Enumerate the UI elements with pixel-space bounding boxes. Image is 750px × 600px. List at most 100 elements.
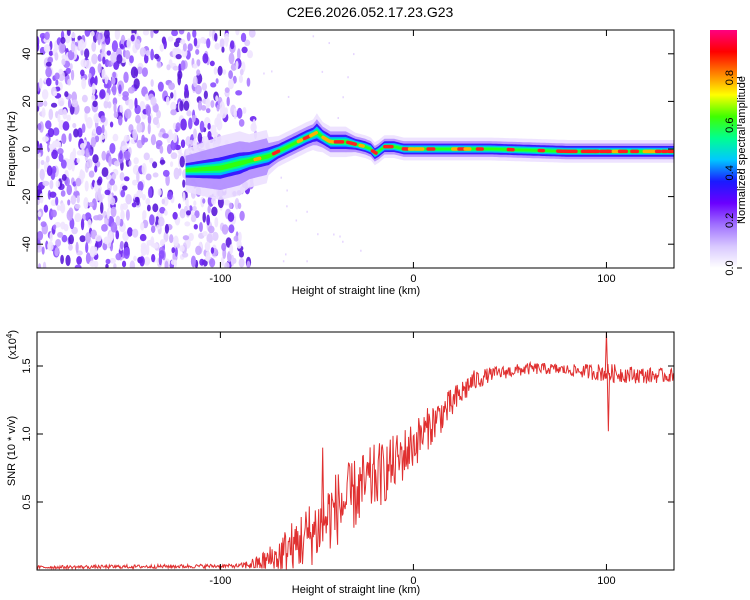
noise-blob bbox=[52, 224, 57, 230]
noise-blob bbox=[150, 48, 155, 61]
noise-speck bbox=[342, 240, 344, 243]
noise-blob bbox=[68, 132, 72, 143]
noise-blob bbox=[84, 212, 92, 222]
noise-blob bbox=[119, 171, 125, 181]
noise-blob bbox=[233, 107, 237, 120]
noise-blob bbox=[151, 253, 156, 263]
noise-blob bbox=[86, 158, 93, 169]
noise-blob bbox=[68, 234, 74, 245]
noise-blob bbox=[173, 41, 180, 48]
noise-blob bbox=[212, 231, 219, 241]
snr-ticks: -100 0 100 0.5 1.0 1.5 bbox=[21, 332, 674, 587]
noise-blob bbox=[122, 185, 128, 191]
noise-blob bbox=[101, 68, 106, 80]
noise-blob bbox=[94, 181, 98, 192]
noise-blob bbox=[150, 134, 157, 146]
noise-blob bbox=[126, 38, 132, 49]
noise-blob bbox=[37, 123, 42, 131]
noise-speck bbox=[347, 76, 349, 79]
noise-blob bbox=[193, 223, 198, 230]
noise-blob bbox=[152, 172, 159, 178]
noise-blob bbox=[113, 111, 119, 119]
noise-blob bbox=[41, 246, 45, 255]
noise-blob bbox=[70, 69, 75, 81]
noise-blob bbox=[49, 191, 57, 198]
noise-blob bbox=[132, 179, 138, 186]
noise-blob bbox=[145, 243, 150, 256]
noise-blob bbox=[57, 147, 64, 155]
noise-blob bbox=[100, 115, 106, 123]
noise-blob bbox=[61, 174, 67, 181]
noise-blob bbox=[179, 245, 185, 252]
noise-blob bbox=[121, 145, 128, 151]
noise-blob bbox=[58, 68, 64, 75]
noise-blob bbox=[200, 105, 207, 111]
noise-blob bbox=[107, 174, 112, 180]
noise-blob bbox=[238, 119, 245, 127]
noise-blob bbox=[232, 75, 237, 84]
noise-blob bbox=[123, 71, 129, 83]
noise-blob bbox=[192, 30, 197, 38]
noise-blob bbox=[47, 189, 52, 200]
noise-blob bbox=[182, 179, 186, 188]
noise-blob bbox=[237, 202, 242, 210]
noise-blob bbox=[152, 116, 159, 126]
noise-blob bbox=[83, 197, 89, 209]
noise-blob bbox=[57, 141, 62, 149]
snr-x-tick-label: 100 bbox=[597, 575, 615, 587]
noise-blob bbox=[140, 244, 147, 256]
noise-blob bbox=[195, 49, 200, 55]
noise-blob bbox=[125, 209, 130, 221]
noise-blob bbox=[90, 30, 95, 37]
noise-blob bbox=[219, 38, 225, 49]
noise-blob bbox=[150, 30, 154, 39]
noise-blob bbox=[62, 121, 70, 131]
noise-blob bbox=[64, 91, 69, 98]
noise-blob bbox=[60, 190, 66, 197]
noise-blob bbox=[157, 81, 164, 92]
noise-blob bbox=[213, 66, 218, 75]
noise-blob bbox=[112, 84, 117, 96]
colorbar-scale bbox=[710, 30, 737, 268]
noise-speck bbox=[342, 96, 344, 99]
noise-blob bbox=[44, 31, 50, 40]
noise-blob bbox=[54, 52, 59, 61]
noise-blob bbox=[37, 244, 43, 253]
noise-blob bbox=[184, 221, 191, 227]
noise-blob bbox=[207, 205, 211, 214]
snr-y-tick-label: 0.5 bbox=[21, 494, 33, 509]
noise-blob bbox=[186, 31, 191, 42]
noise-blob bbox=[195, 245, 202, 256]
noise-blob bbox=[164, 223, 170, 234]
noise-blob bbox=[99, 89, 106, 99]
noise-blob bbox=[205, 107, 211, 114]
noise-blob bbox=[129, 55, 134, 64]
noise-blob bbox=[60, 36, 66, 44]
noise-blob bbox=[142, 210, 147, 220]
noise-blob bbox=[240, 32, 247, 43]
noise-blob bbox=[89, 245, 96, 258]
noise-blob bbox=[247, 50, 254, 59]
noise-blob bbox=[71, 32, 76, 39]
noise-blob bbox=[91, 198, 97, 211]
noise-blob bbox=[206, 38, 211, 49]
noise-blob bbox=[80, 148, 85, 156]
noise-speck bbox=[339, 235, 341, 238]
noise-blob bbox=[221, 46, 225, 53]
noise-blob bbox=[57, 231, 64, 238]
spectrogram-y-tick-label: 20 bbox=[21, 95, 33, 107]
noise-blob bbox=[113, 160, 121, 167]
noise-blob bbox=[215, 78, 219, 84]
noise-blob bbox=[104, 218, 108, 226]
figure-title: C2E6.2026.052.17.23.G23 bbox=[287, 4, 454, 20]
noise-blob bbox=[84, 180, 89, 192]
noise-blob bbox=[164, 260, 169, 268]
noise-blob bbox=[120, 203, 124, 212]
noise-blob bbox=[103, 100, 109, 109]
noise-speck bbox=[328, 42, 331, 45]
spectrogram-y-tick-label: -20 bbox=[21, 189, 33, 205]
noise-speck bbox=[306, 210, 308, 213]
noise-blob bbox=[165, 174, 170, 187]
noise-blob bbox=[177, 203, 182, 209]
noise-blob bbox=[124, 50, 131, 60]
